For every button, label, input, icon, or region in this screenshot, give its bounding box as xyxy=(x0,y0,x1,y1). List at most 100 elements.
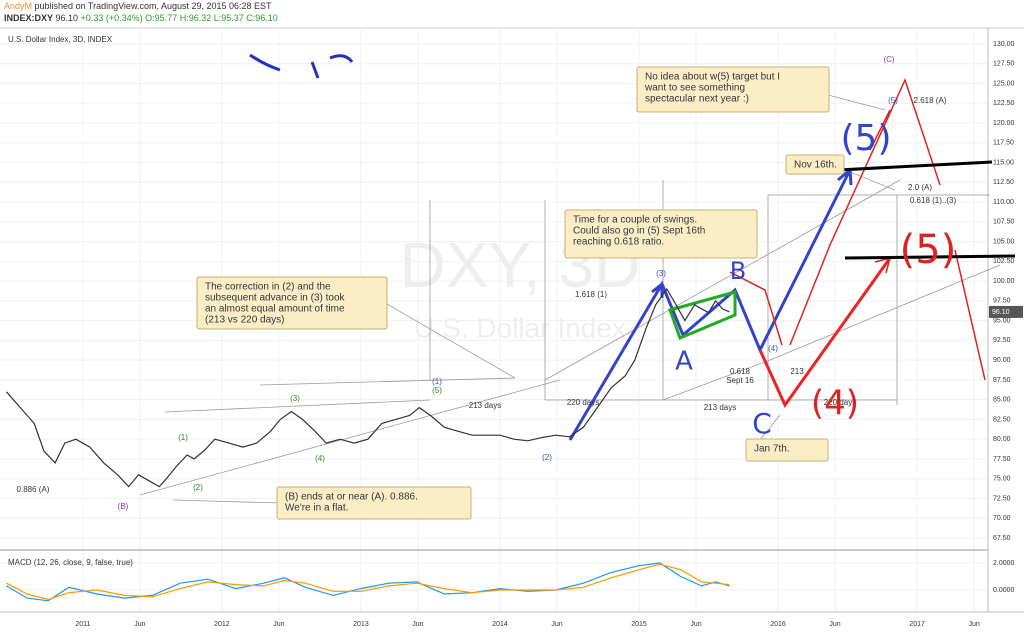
wave-label: (5) xyxy=(432,386,442,395)
x-tick-label: Jun xyxy=(968,621,979,628)
wave-label: 2.618 (A) xyxy=(914,96,947,105)
wave-label: (B) xyxy=(118,502,129,511)
symbol: INDEX:DXY xyxy=(4,13,53,23)
wave-label: (1) xyxy=(432,377,442,386)
y-tick-label: 80.00 xyxy=(993,436,1011,443)
wave-label: 0.886 (A) xyxy=(17,485,50,494)
y-tick-label: 130.00 xyxy=(993,41,1015,48)
x-tick-label: Jun xyxy=(412,621,423,628)
x-tick-label: Jun xyxy=(273,621,284,628)
macd-line xyxy=(6,562,730,602)
y-tick-label: 117.50 xyxy=(993,140,1014,147)
wave-label: Sept 16 xyxy=(726,376,754,385)
header-line: AndyM published on TradingView.com, Augu… xyxy=(4,1,272,11)
x-tick-label: Jun xyxy=(551,621,562,628)
callout-text: reaching 0.618 ratio. xyxy=(573,237,664,248)
callout-box xyxy=(745,438,829,462)
wave-label: (5) xyxy=(888,96,898,105)
handwritten-label: (5) xyxy=(900,227,957,273)
y-tick-label: 82.50 xyxy=(993,416,1011,423)
published: published on TradingView.com, August 29,… xyxy=(35,1,272,11)
wave-label: (3) xyxy=(656,269,666,278)
y-tick-label: 0.0000 xyxy=(993,587,1015,594)
x-tick-label: 2012 xyxy=(214,621,230,628)
close: C:96.10 xyxy=(246,13,278,23)
wave-label: (4) xyxy=(768,344,778,353)
wave-label: 2.0 (A) xyxy=(908,183,932,192)
x-tick-label: 2011 xyxy=(75,621,90,628)
wave-label: (4) xyxy=(315,454,325,463)
last-price-label: 96.10 xyxy=(992,309,1010,316)
author: AndyM xyxy=(4,1,32,11)
macd-title: MACD (12, 26, close, 9, false, true) xyxy=(8,558,133,567)
handwritten-label: A xyxy=(675,347,693,377)
y-tick-label: 75.00 xyxy=(993,476,1011,483)
callout-text: No idea about w(5) target but I xyxy=(645,72,780,83)
x-tick-label: 2015 xyxy=(631,621,647,628)
wave-label: 0.618 xyxy=(730,367,751,376)
y-tick-label: 127.50 xyxy=(993,61,1015,68)
x-tick-label: Jun xyxy=(134,621,145,628)
high: H:96.32 xyxy=(180,13,212,23)
y-tick-label: 125.00 xyxy=(993,80,1015,87)
wave-label: 213 xyxy=(790,367,804,376)
wave-label: 0.618 (1)..(3) xyxy=(910,196,957,205)
y-tick-label: 77.50 xyxy=(993,456,1011,463)
wave-label: 213 days xyxy=(704,403,736,412)
x-tick-label: Jun xyxy=(690,621,701,628)
x-tick-label: 2016 xyxy=(770,621,786,628)
callout-text: (213 vs 220 days) xyxy=(205,315,285,326)
callout-box xyxy=(196,276,388,330)
callout-text: want to see something xyxy=(644,83,745,94)
y-tick-label: 95.00 xyxy=(993,317,1011,324)
wave-label: (2) xyxy=(193,483,203,492)
y-tick-label: 97.50 xyxy=(993,298,1011,305)
quote-line: INDEX:DXY 96.10 +0.33 (+0.34%) O:95.77 H… xyxy=(4,13,278,23)
callout-text: spectacular next year :) xyxy=(645,94,749,105)
y-tick-label: 102.50 xyxy=(993,258,1015,265)
wave-label: (3) xyxy=(290,394,300,403)
y-tick-label: 122.50 xyxy=(993,100,1015,107)
change: +0.33 (+0.34%) xyxy=(81,13,143,23)
y-tick-label: 90.00 xyxy=(993,357,1011,364)
watermark-sub: U.S. Dollar Index xyxy=(414,312,626,343)
callout-text: Could also go in (5) Sept 16th xyxy=(573,226,705,237)
y-tick-label: 85.00 xyxy=(993,397,1011,404)
y-tick-label: 67.50 xyxy=(993,535,1011,542)
chart-title: U.S. Dollar Index, 3D, INDEX xyxy=(8,35,113,44)
y-tick-label: 92.50 xyxy=(993,337,1011,344)
y-tick-label: 105.00 xyxy=(993,238,1015,245)
y-tick-label: 120.00 xyxy=(993,120,1015,127)
wave-label: (1) xyxy=(178,433,188,442)
last: 96.10 xyxy=(56,13,79,23)
y-tick-label: 100.00 xyxy=(993,278,1015,285)
callout-text: Time for a couple of swings. xyxy=(573,215,697,226)
callout-text: subsequent advance in (3) took xyxy=(205,293,346,304)
callout-text: We're in a flat. xyxy=(285,503,348,514)
y-tick-label: 87.50 xyxy=(993,377,1011,384)
x-tick-label: Jun xyxy=(829,621,840,628)
x-tick-label: 2014 xyxy=(492,621,508,628)
callout-box xyxy=(785,154,845,175)
y-tick-label: 112.50 xyxy=(993,179,1014,186)
handwritten-label: C xyxy=(752,407,772,440)
x-tick-label: 2017 xyxy=(909,621,925,628)
y-tick-label: 70.00 xyxy=(993,515,1011,522)
low: L:95.37 xyxy=(214,13,244,23)
wave-label: 220 days xyxy=(567,398,599,407)
y-tick-label: 115.00 xyxy=(993,159,1014,166)
callout-text: Jan 7th. xyxy=(754,444,790,455)
wave-label: 220 days xyxy=(824,398,856,407)
handwritten-label: (4) xyxy=(811,384,859,424)
wave-label: (C) xyxy=(883,55,894,64)
wave-label: 1.618 (1) xyxy=(575,290,607,299)
y-tick-label: 107.50 xyxy=(993,219,1015,226)
callout-text: (B) ends at or near (A). 0.886. xyxy=(285,492,418,503)
callout-text: Nov 16th. xyxy=(794,160,837,171)
handwritten-label: B xyxy=(730,257,746,285)
y-tick-label: 110.00 xyxy=(993,199,1014,206)
callout-box xyxy=(636,66,830,113)
